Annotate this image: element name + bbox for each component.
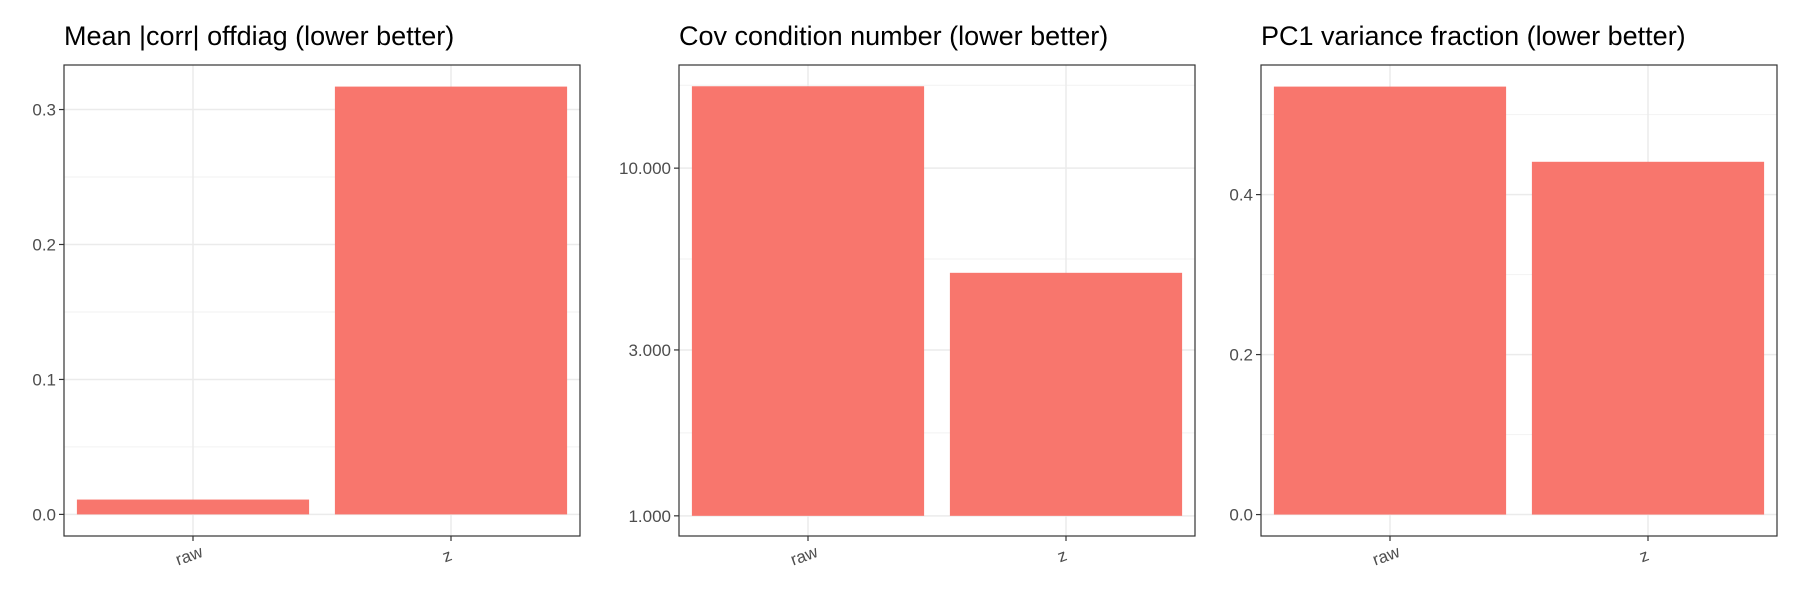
- x-tick-label: raw: [173, 542, 206, 569]
- bar-raw: [691, 86, 925, 516]
- y-tick-label: 10.000: [619, 159, 671, 178]
- x-tick-label: raw: [1370, 542, 1403, 569]
- y-tick-label: 1.000: [628, 507, 671, 526]
- x-tick-label: z: [1055, 545, 1069, 566]
- chart-title: PC1 variance fraction (lower better): [1261, 21, 1686, 51]
- chart-panel-3: 0.0 0.2 0.4 raw z PC1 variance fraction (lowe…: [1229, 21, 1778, 569]
- chart-panel-1: 0.0 0.1 0.2 0.3 raw z Mean |corr| offdiag (low…: [32, 21, 581, 569]
- panel-border: [678, 64, 1196, 537]
- panel-border: [1260, 64, 1778, 537]
- chart-title: Cov condition number (lower better): [679, 21, 1108, 51]
- y-tick-label: 0.0: [1229, 506, 1253, 525]
- y-tick-label: 0.4: [1229, 186, 1253, 205]
- bar-z: [949, 272, 1183, 516]
- bar-raw: [76, 499, 310, 515]
- bar-z: [1531, 161, 1765, 515]
- y-tick-label: 0.1: [32, 370, 56, 389]
- panel-border: [63, 64, 581, 537]
- bar-z: [334, 86, 568, 515]
- y-tick-label: 0.0: [32, 505, 56, 524]
- y-tick-label: 0.3: [32, 101, 56, 120]
- x-tick-label: z: [440, 545, 454, 566]
- bar-raw: [1273, 86, 1507, 515]
- y-tick-label: 0.2: [1229, 346, 1253, 365]
- chart-panel-2: 1.000 3.000 10.000 raw z Cov condition number…: [619, 21, 1196, 569]
- y-tick-label: 0.2: [32, 235, 56, 254]
- chart-title: Mean |corr| offdiag (lower better): [64, 21, 454, 51]
- x-tick-label: raw: [788, 542, 821, 569]
- y-tick-label: 3.000: [628, 341, 671, 360]
- x-tick-label: z: [1637, 545, 1651, 566]
